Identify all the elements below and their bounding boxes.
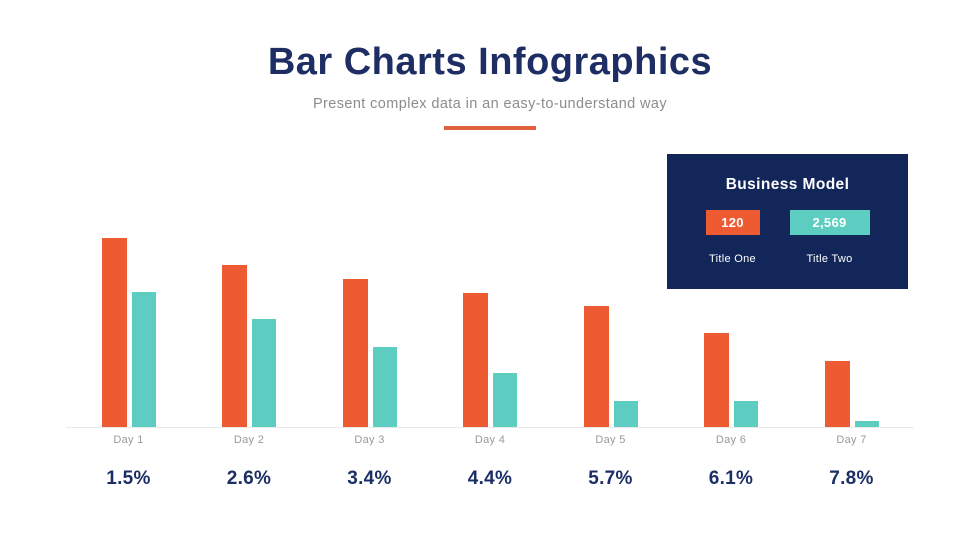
bar-title-two [734,401,758,427]
bar-title-one [583,306,609,427]
bar-pair [551,230,671,427]
category-label: Day 3 [354,434,385,446]
title-divider [444,126,536,130]
category-label: Day 1 [113,434,144,446]
bar-pair [69,230,189,427]
bar-pair [430,230,550,427]
bar-title-one [101,238,127,427]
bar-title-two [854,421,879,427]
value-label: 3.4% [347,468,392,489]
category-label: Day 2 [233,434,265,446]
bar-title-two [252,319,276,427]
legend-card: Business Model 120 Title One 2,569 Title… [667,154,908,289]
legend-label-one: Title One [709,253,756,265]
legend-badge-teal: 2,569 [789,210,870,235]
legend-label-two: Title Two [806,253,853,265]
category-label: Day 6 [715,434,747,446]
bar-chart: Day 1 1.5% Day 2 2.6% Day 3 3.4% Day 4 4.4% Day … [0,230,980,510]
chart-group: Day 7 7.8% [792,230,912,490]
bar-title-two [131,292,156,427]
category-label: Day 5 [595,434,626,446]
value-label: 6.1% [708,468,754,489]
value-label: 5.7% [588,468,633,489]
chart-group: Day 2 2.6% [189,230,309,490]
bar-title-one [463,293,488,427]
bar-title-two [493,373,517,427]
bar-title-one [704,333,729,427]
value-label: 7.8% [829,468,874,489]
bar-pair [792,230,912,427]
chart-group: Day 5 5.7% [551,230,671,490]
value-label: 2.6% [226,468,272,489]
bar-pair [189,230,309,427]
bar-pair [310,230,430,427]
header: Bar Charts Infographics Present complex … [0,41,980,112]
page-title: Bar Charts Infographics [267,41,713,83]
category-label: Day 7 [836,434,867,446]
legend-item-two: 2,569 Title Two [789,210,870,265]
legend-item-one: 120 Title One [705,210,760,265]
x-axis-line [66,427,914,428]
value-label: 4.4% [467,468,513,489]
chart-group: Day 6 6.1% [671,230,791,490]
category-label: Day 4 [474,434,506,446]
chart-group: Day 1 1.5% [69,230,189,490]
bar-title-two [372,347,397,427]
bar-title-one [342,279,368,427]
legend-badge-orange: 120 [705,210,760,235]
bar-title-one [824,361,850,427]
page-subtitle: Present complex data in an easy-to-under… [312,95,668,112]
bar-title-one [222,265,247,427]
chart-group: Day 3 3.4% [310,230,430,490]
bar-pair [671,230,791,427]
chart-group: Day 4 4.4% [430,230,550,490]
value-label: 1.5% [106,468,151,489]
legend-row: 120 Title One 2,569 Title Two [667,210,908,265]
bar-title-two [613,401,638,427]
legend-card-title: Business Model [725,176,850,193]
